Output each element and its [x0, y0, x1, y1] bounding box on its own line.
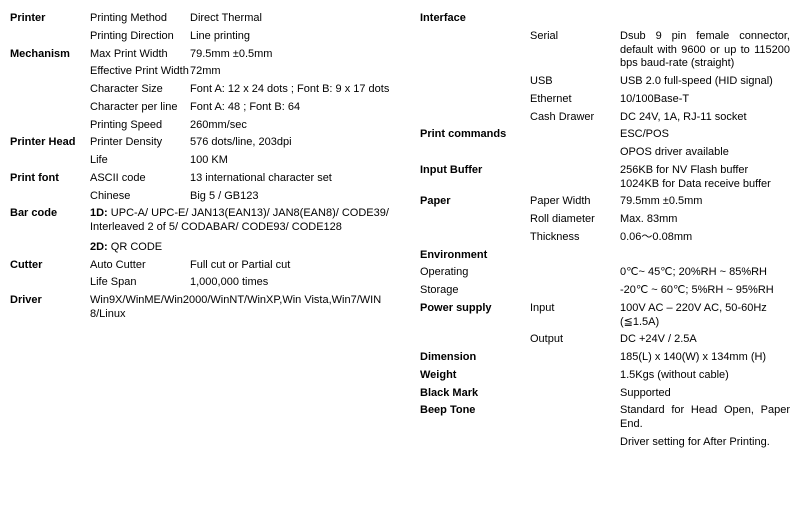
- spec-columns: Printer Printing Method Direct Thermal P…: [10, 12, 790, 454]
- driver-v: Win9X/WinME/Win2000/WinNT/WinXP,Win Vist…: [90, 294, 400, 322]
- blackmark-v: Supported: [620, 387, 790, 401]
- barcode-1d-label: 1D:: [90, 207, 108, 219]
- blackmark-label: Black Mark: [420, 387, 530, 401]
- dimension-v: 185(L) x 140(W) x 134mm (H): [620, 351, 790, 365]
- interface-label: Interface: [420, 12, 530, 26]
- env-label: Environment: [420, 249, 530, 263]
- char-per-line-v: Font A: 48 ; Font B: 64: [190, 101, 400, 115]
- power-label: Power supply: [420, 302, 530, 316]
- char-per-line-k: Character per line: [90, 101, 190, 115]
- weight-v: 1.5Kgs (without cable): [620, 369, 790, 383]
- eff-print-width-k: Effective Print Width: [90, 65, 190, 79]
- life-v: 100 KM: [190, 154, 400, 168]
- barcode-1d: 1D: UPC-A/ UPC-E/ JAN13(EAN13)/ JAN8(EAN…: [90, 207, 400, 235]
- printing-direction-v: Line printing: [190, 30, 400, 44]
- beep-v1: Standard for Head Open, Paper End.: [620, 404, 790, 432]
- roll-k: Roll diameter: [530, 213, 620, 227]
- left-column: Printer Printing Method Direct Thermal P…: [10, 12, 400, 454]
- printing-speed-v: 260mm/sec: [190, 119, 400, 133]
- paper-width-k: Paper Width: [530, 195, 620, 209]
- input-v: 100V AC – 220V AC, 50-60Hz (≦1.5A): [620, 302, 790, 330]
- char-size-k: Character Size: [90, 83, 190, 97]
- thick-v: 0.06～0.08mm: [620, 231, 790, 245]
- paper-label: Paper: [420, 195, 530, 209]
- printing-method-v: Direct Thermal: [190, 12, 400, 26]
- printing-direction-k: Printing Direction: [90, 30, 190, 44]
- printer-label: Printer: [10, 12, 90, 26]
- input-buffer-label: Input Buffer: [420, 164, 530, 178]
- operating-k: Operating: [420, 266, 530, 280]
- right-column: Interface Serial Dsub 9 pin female conne…: [420, 12, 790, 454]
- printer-head-label: Printer Head: [10, 136, 90, 150]
- usb-v: USB 2.0 full-speed (HID signal): [620, 75, 790, 89]
- ethernet-k: Ethernet: [530, 93, 620, 107]
- input-buffer-v: 256KB for NV Flash buffer 1024KB for Dat…: [620, 164, 790, 192]
- paper-width-v: 79.5mm ±0.5mm: [620, 195, 790, 209]
- cutter-label: Cutter: [10, 259, 90, 273]
- serial-v: Dsub 9 pin female connector, default wit…: [620, 30, 790, 71]
- print-commands-label: Print commands: [420, 128, 530, 142]
- roll-v: Max. 83mm: [620, 213, 790, 227]
- input-k: Input: [530, 302, 620, 316]
- printing-method-k: Printing Method: [90, 12, 190, 26]
- eff-print-width-v: 72mm: [190, 65, 400, 79]
- barcode-2d-label: 2D:: [90, 241, 108, 253]
- density-v: 576 dots/line, 203dpi: [190, 136, 400, 150]
- ascii-v: 13 international character set: [190, 172, 400, 186]
- cashdrawer-k: Cash Drawer: [530, 111, 620, 125]
- chinese-v: Big 5 / GB123: [190, 190, 400, 204]
- beep-label: Beep Tone: [420, 404, 530, 418]
- barcode-2d: 2D: QR CODE: [90, 241, 400, 255]
- print-font-label: Print font: [10, 172, 90, 186]
- storage-k: Storage: [420, 284, 530, 298]
- thick-k: Thickness: [530, 231, 620, 245]
- serial-k: Serial: [530, 30, 620, 44]
- print-commands-v1: ESC/POS: [620, 128, 790, 142]
- barcode-label: Bar code: [10, 207, 90, 221]
- lifespan-k: Life Span: [90, 276, 190, 290]
- barcode-2d-v: QR CODE: [108, 241, 162, 253]
- max-print-width-k: Max Print Width: [90, 48, 190, 62]
- print-commands-v2: OPOS driver available: [620, 146, 790, 160]
- dimension-label: Dimension: [420, 351, 530, 365]
- life-k: Life: [90, 154, 190, 168]
- max-print-width-v: 79.5mm ±0.5mm: [190, 48, 400, 62]
- output-v: DC +24V / 2.5A: [620, 333, 790, 347]
- density-k: Printer Density: [90, 136, 190, 150]
- ascii-k: ASCII code: [90, 172, 190, 186]
- ethernet-v: 10/100Base-T: [620, 93, 790, 107]
- char-size-v: Font A: 12 x 24 dots ; Font B: 9 x 17 do…: [190, 83, 400, 97]
- lifespan-v: 1,000,000 times: [190, 276, 400, 290]
- printing-speed-k: Printing Speed: [90, 119, 190, 133]
- auto-cutter-k: Auto Cutter: [90, 259, 190, 273]
- output-k: Output: [530, 333, 620, 347]
- barcode-1d-v: UPC-A/ UPC-E/ JAN13(EAN13)/ JAN8(EAN8)/ …: [90, 207, 389, 233]
- mechanism-label: Mechanism: [10, 48, 90, 62]
- beep-v2: Driver setting for After Printing.: [620, 436, 790, 450]
- auto-cutter-v: Full cut or Partial cut: [190, 259, 400, 273]
- usb-k: USB: [530, 75, 620, 89]
- chinese-k: Chinese: [90, 190, 190, 204]
- weight-label: Weight: [420, 369, 530, 383]
- cashdrawer-v: DC 24V, 1A, RJ-11 socket: [620, 111, 790, 125]
- operating-v: 0℃~ 45℃; 20%RH ~ 85%RH: [620, 266, 790, 280]
- storage-v: -20℃ ~ 60℃; 5%RH ~ 95%RH: [620, 284, 790, 298]
- driver-label: Driver: [10, 294, 90, 308]
